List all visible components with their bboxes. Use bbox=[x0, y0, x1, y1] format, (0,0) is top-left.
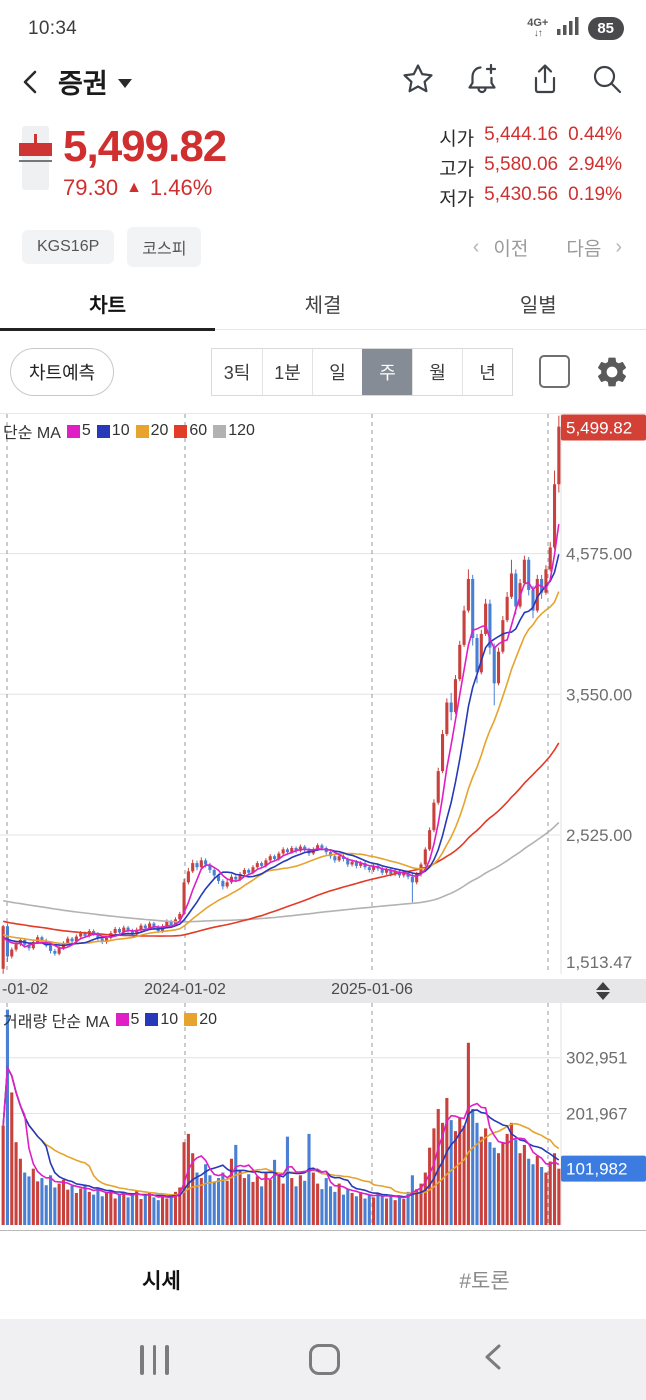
legend-swatch-icon bbox=[184, 1013, 198, 1027]
nav-back-icon[interactable] bbox=[480, 1342, 506, 1377]
page-title: 증권 bbox=[58, 69, 108, 100]
high-price-row: 고가 5,580.06 2.94% bbox=[439, 154, 622, 181]
open-price-row: 시가 5,444.16 0.44% bbox=[439, 124, 622, 151]
android-nav-bar bbox=[0, 1319, 646, 1400]
home-button-icon[interactable] bbox=[308, 1344, 340, 1376]
search-icon[interactable] bbox=[590, 62, 624, 101]
clock: 10:34 bbox=[28, 17, 78, 39]
share-icon[interactable] bbox=[528, 62, 562, 101]
footer-tab-discussion[interactable]: #토론 bbox=[459, 1269, 510, 1293]
legend-ma-20: 20 bbox=[184, 1011, 217, 1029]
svg-text:101,982: 101,982 bbox=[566, 1159, 627, 1178]
legend-ma-20: 20 bbox=[135, 422, 168, 440]
legend-swatch-icon bbox=[213, 424, 227, 438]
ticker-code-chip[interactable]: KGS16P bbox=[22, 230, 115, 265]
ohl-info: 시가 5,444.16 0.44% 고가 5,580.06 2.94% 저가 5… bbox=[439, 122, 622, 211]
svg-text:1,513.47: 1,513.47 bbox=[566, 953, 632, 972]
axis-updown-icon[interactable] bbox=[596, 982, 610, 1001]
app-header: 증권 bbox=[0, 51, 646, 112]
legend-ma-10: 10 bbox=[96, 422, 130, 440]
legend-swatch-icon bbox=[66, 424, 80, 438]
period-button-1분[interactable]: 1분 bbox=[262, 348, 312, 395]
svg-text:3,550.00: 3,550.00 bbox=[566, 685, 632, 704]
legend-swatch-icon bbox=[145, 1013, 159, 1027]
legend-swatch-icon bbox=[135, 424, 149, 438]
svg-text:5,499.82: 5,499.82 bbox=[566, 419, 632, 438]
current-price: 5,499.82 bbox=[63, 122, 227, 172]
network-4g-icon: 4G+ ↓↑ bbox=[527, 17, 549, 40]
mini-candle-icon bbox=[19, 126, 52, 191]
recents-button-icon[interactable] bbox=[140, 1344, 169, 1375]
chip-row: KGS16P 코스피 ‹ 이전 다음 › bbox=[0, 211, 646, 268]
market-chip[interactable]: 코스피 bbox=[127, 227, 202, 268]
period-button-년[interactable]: 년 bbox=[462, 348, 512, 395]
favorite-star-icon[interactable] bbox=[400, 61, 436, 102]
x-axis-label: -01-02 bbox=[2, 981, 49, 999]
legend-title: 거래량 단순 MA bbox=[3, 1013, 110, 1031]
chart-controls: 차트예측 3틱 1분 일 주 월 년 bbox=[0, 330, 646, 413]
settings-gear-icon[interactable] bbox=[594, 354, 630, 390]
up-triangle-icon: ▲ bbox=[126, 178, 142, 196]
price-chart[interactable]: 4,575.00 3,550.00 2,525.00 1,513.47 5,499.82… bbox=[0, 413, 646, 979]
signal-strength-icon bbox=[557, 16, 579, 41]
period-button-월[interactable]: 월 bbox=[412, 348, 462, 395]
prev-chevron-icon: ‹ bbox=[472, 235, 480, 258]
fullscreen-checkbox[interactable] bbox=[539, 355, 570, 389]
x-axis-label: 2025-01-06 bbox=[331, 981, 413, 999]
battery-indicator: 85 bbox=[588, 17, 629, 41]
x-axis-strip[interactable]: -01-02 2024-01-02 2025-01-06 bbox=[0, 979, 646, 1003]
legend-ma-5: 5 bbox=[115, 1011, 139, 1029]
chart-forecast-button[interactable]: 차트예측 bbox=[10, 347, 115, 396]
tab-executions[interactable]: 체결 bbox=[304, 294, 342, 317]
prev-button[interactable]: 이전 bbox=[493, 238, 529, 260]
volume-ma-legend: 거래량 단순 MA 5 10 20 bbox=[3, 1008, 217, 1032]
price-section: 5,499.82 79.30 ▲ 1.46% 시가 5,444.16 0.44%… bbox=[0, 112, 646, 211]
tab-daily[interactable]: 일별 bbox=[519, 294, 557, 317]
section-tabs: 차트 체결 일별 bbox=[0, 277, 646, 332]
period-segmented-control: 3틱 1분 일 주 월 년 bbox=[211, 347, 513, 396]
legend-ma-5: 5 bbox=[66, 422, 91, 440]
price-change: 79.30 ▲ 1.46% bbox=[63, 174, 213, 200]
back-button[interactable] bbox=[18, 65, 52, 99]
legend-ma-10: 10 bbox=[145, 1011, 178, 1029]
period-button-3틱[interactable]: 3틱 bbox=[212, 348, 262, 395]
x-axis-label: 2024-01-02 bbox=[144, 981, 226, 999]
footer-tab-quote[interactable]: 시세 bbox=[142, 1269, 181, 1293]
legend-title: 단순 MA bbox=[3, 425, 61, 443]
footer-tabs: 시세 #토론 bbox=[0, 1241, 646, 1320]
svg-text:2,525.00: 2,525.00 bbox=[566, 826, 632, 845]
next-chevron-icon: › bbox=[615, 235, 622, 258]
alert-add-bell-icon[interactable] bbox=[464, 61, 500, 102]
low-price-row: 저가 5,430.56 0.19% bbox=[439, 184, 622, 211]
svg-text:201,967: 201,967 bbox=[566, 1104, 627, 1123]
volume-chart[interactable]: 302,951 201,967 101,982 거래량 단순 MA 5 10 20 bbox=[0, 1002, 646, 1231]
period-button-주[interactable]: 주 bbox=[362, 348, 412, 395]
legend-ma-120: 120 bbox=[213, 422, 255, 440]
status-bar: 10:34 4G+ ↓↑ 85 bbox=[0, 0, 646, 51]
svg-text:302,951: 302,951 bbox=[566, 1048, 627, 1067]
legend-ma-60: 60 bbox=[174, 422, 207, 440]
tab-chart[interactable]: 차트 bbox=[0, 277, 216, 332]
next-button[interactable]: 다음 bbox=[566, 238, 602, 260]
svg-text:4,575.00: 4,575.00 bbox=[566, 545, 632, 564]
title-dropdown-caret-icon[interactable] bbox=[117, 79, 132, 89]
period-button-일[interactable]: 일 bbox=[312, 348, 362, 395]
legend-swatch-icon bbox=[115, 1013, 129, 1027]
legend-swatch-icon bbox=[174, 424, 188, 438]
price-ma-legend: 단순 MA 5 10 20 60 120 bbox=[3, 419, 255, 443]
legend-swatch-icon bbox=[96, 424, 110, 438]
